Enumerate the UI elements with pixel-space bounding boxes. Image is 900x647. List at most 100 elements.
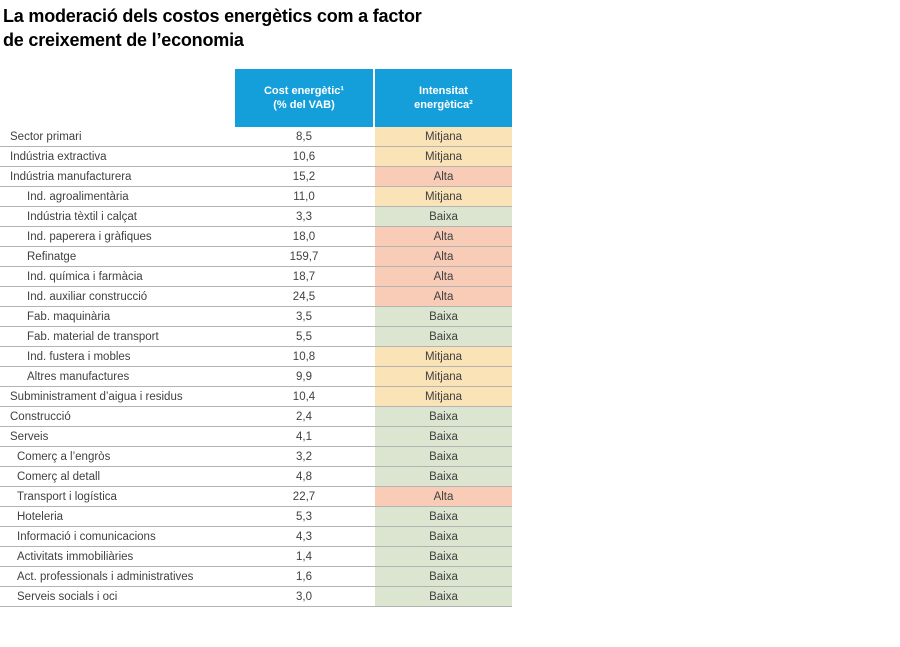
column-divider bbox=[373, 347, 375, 366]
column-divider bbox=[373, 467, 375, 486]
table-row: Ind. química i farmàcia 18,7 Alta bbox=[0, 267, 512, 287]
cost-value: 159,7 bbox=[289, 250, 319, 263]
sector-label: Informació i comunicacions bbox=[17, 530, 156, 543]
cost-value: 4,8 bbox=[296, 470, 312, 483]
sector-label: Comerç a l’engròs bbox=[17, 450, 111, 463]
intensity-badge: Baixa bbox=[375, 527, 512, 546]
column-divider bbox=[373, 247, 375, 266]
column-divider bbox=[373, 327, 375, 346]
intensity-badge: Baixa bbox=[375, 467, 512, 486]
table-row: Ind. auxiliar construcció 24,5 Alta bbox=[0, 287, 512, 307]
cost-value: 3,3 bbox=[296, 210, 312, 223]
sector-label: Altres manufactures bbox=[27, 370, 130, 383]
cost-value: 3,5 bbox=[296, 310, 312, 323]
cost-value: 10,8 bbox=[292, 350, 316, 363]
column-divider bbox=[373, 407, 375, 426]
intensity-badge: Mitjana bbox=[375, 187, 512, 206]
table-row: Serveis socials i oci 3,0 Baixa bbox=[0, 587, 512, 607]
sector-label: Act. professionals i administratives bbox=[17, 570, 194, 583]
column-divider bbox=[373, 167, 375, 186]
sector-label: Serveis bbox=[10, 430, 49, 443]
cost-value: 11,0 bbox=[293, 190, 315, 203]
sector-label: Comerç al detall bbox=[17, 470, 101, 483]
sector-label: Indústria tèxtil i calçat bbox=[27, 210, 137, 223]
cost-value: 8,5 bbox=[296, 130, 312, 143]
column-header-cost: Cost energètic¹ (% del VAB) bbox=[235, 69, 373, 127]
header-divider bbox=[373, 69, 375, 127]
intensity-badge: Alta bbox=[375, 487, 512, 506]
intensity-badge: Baixa bbox=[375, 427, 512, 446]
chart-title-line-1: La moderació dels costos energètics com … bbox=[3, 6, 422, 26]
intensity-badge: Baixa bbox=[375, 587, 512, 606]
table-row: Serveis 4,1 Baixa bbox=[0, 427, 512, 447]
column-divider bbox=[373, 587, 375, 606]
table-row: Activitats immobiliàries 1,4 Baixa bbox=[0, 547, 512, 567]
cost-value: 3,0 bbox=[296, 590, 312, 603]
column-divider bbox=[373, 207, 375, 226]
table-row: Altres manufactures 9,9 Mitjana bbox=[0, 367, 512, 387]
sector-label: Ind. auxiliar construcció bbox=[27, 290, 148, 303]
sector-label: Ind. agroalimentària bbox=[27, 190, 129, 203]
column-header-intensity-line-1: Intensitat bbox=[419, 85, 468, 97]
cost-value: 18,0 bbox=[292, 230, 316, 243]
cost-value: 10,6 bbox=[292, 150, 316, 163]
column-divider bbox=[373, 487, 375, 506]
sector-label: Ind. química i farmàcia bbox=[27, 270, 143, 283]
sector-label: Subministrament d’aigua i residus bbox=[10, 390, 183, 403]
table-row: Informació i comunicacions 4,3 Baixa bbox=[0, 527, 512, 547]
sector-label: Activitats immobiliàries bbox=[17, 550, 134, 563]
cost-value: 15,2 bbox=[292, 170, 316, 183]
sector-label: Construcció bbox=[10, 410, 71, 423]
column-divider bbox=[373, 427, 375, 446]
header-spacer bbox=[0, 69, 235, 127]
table-row: Subministrament d’aigua i residus 10,4 Mit… bbox=[0, 387, 512, 407]
column-divider bbox=[373, 567, 375, 586]
column-divider bbox=[373, 127, 375, 146]
intensity-badge: Baixa bbox=[375, 447, 512, 466]
table-row: Refinatge 159,7 Alta bbox=[0, 247, 512, 267]
table-row: Indústria tèxtil i calçat 3,3 Baixa bbox=[0, 207, 512, 227]
column-divider bbox=[373, 507, 375, 526]
intensity-badge: Alta bbox=[375, 247, 512, 266]
intensity-badge: Alta bbox=[375, 167, 512, 186]
sector-label: Ind. fustera i mobles bbox=[27, 350, 131, 363]
column-divider bbox=[373, 267, 375, 286]
intensity-badge: Mitjana bbox=[375, 347, 512, 366]
column-divider bbox=[373, 447, 375, 466]
column-divider bbox=[373, 527, 375, 546]
table-row: Construcció 2,4 Baixa bbox=[0, 407, 512, 427]
cost-value: 5,5 bbox=[296, 330, 312, 343]
column-header-cost-line-1: Cost energètic¹ bbox=[263, 85, 345, 97]
sector-label: Fab. maquinària bbox=[27, 310, 111, 323]
intensity-badge: Baixa bbox=[375, 307, 512, 326]
intensity-badge: Baixa bbox=[375, 507, 512, 526]
column-header-intensity: Intensitat energètica² bbox=[375, 69, 512, 127]
sector-label: Transport i logística bbox=[17, 490, 117, 503]
intensity-badge: Mitjana bbox=[375, 367, 512, 386]
column-divider bbox=[373, 547, 375, 566]
cost-value: 4,3 bbox=[296, 530, 312, 543]
cost-value: 10,4 bbox=[292, 390, 316, 403]
table-body: Sector primari 8,5 Mitjana Indústria extrac… bbox=[0, 127, 512, 607]
intensity-badge: Baixa bbox=[375, 327, 512, 346]
intensity-badge: Alta bbox=[375, 267, 512, 286]
column-divider bbox=[373, 387, 375, 406]
sector-label: Fab. material de transport bbox=[27, 330, 159, 343]
cost-value: 18,7 bbox=[292, 270, 316, 283]
table-row: Ind. paperera i gràfiques 18,0 Alta bbox=[0, 227, 512, 247]
intensity-badge: Mitjana bbox=[375, 127, 512, 146]
table-row: Fab. maquinària 3,5 Baixa bbox=[0, 307, 512, 327]
cost-value: 1,6 bbox=[296, 570, 312, 583]
sector-label: Hoteleria bbox=[17, 510, 64, 523]
cost-value: 1,4 bbox=[296, 550, 312, 563]
sector-label: Sector primari bbox=[10, 130, 82, 143]
cost-value: 3,2 bbox=[296, 450, 312, 463]
column-divider bbox=[373, 367, 375, 386]
table-row: Indústria manufacturera 15,2 Alta bbox=[0, 167, 512, 187]
table-header: Cost energètic¹ (% del VAB) Intensitat e… bbox=[0, 69, 512, 127]
column-divider bbox=[373, 287, 375, 306]
table-row: Fab. material de transport 5,5 Baixa bbox=[0, 327, 512, 347]
intensity-badge: Mitjana bbox=[375, 147, 512, 166]
column-divider bbox=[373, 147, 375, 166]
